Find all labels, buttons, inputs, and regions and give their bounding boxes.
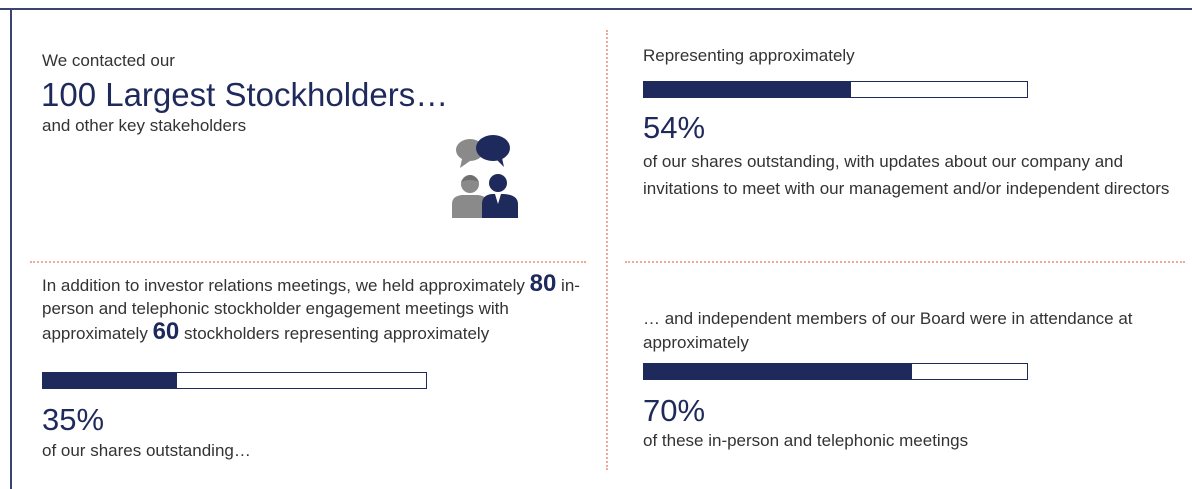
- detail: of our shares outstanding, with updates …: [643, 152, 1170, 198]
- headline: 100 Largest Stockholders…: [41, 76, 449, 113]
- detail: of these in-person and telephonic meetin…: [643, 431, 969, 450]
- horizontal-divider: [625, 261, 1185, 263]
- lead: … and independent members of our Board w…: [643, 309, 1133, 352]
- lead: In addition to investor relations meetin…: [42, 272, 602, 345]
- lead-text: stockholders representing approximately: [179, 324, 490, 343]
- lead: Representing approximately: [643, 46, 855, 65]
- detail: of our shares outstanding…: [42, 441, 251, 460]
- progress-track: [643, 363, 1028, 380]
- percent: 70%: [643, 393, 706, 428]
- percent: 54%: [643, 110, 706, 145]
- subtext: and other key stakeholders: [42, 116, 247, 135]
- vertical-divider: [606, 30, 608, 470]
- progress-track: [42, 372, 427, 389]
- progress-fill: [644, 364, 913, 379]
- intro: We contacted our: [42, 51, 175, 70]
- lead-text: In addition to investor relations meetin…: [42, 276, 530, 295]
- progress-track: [643, 81, 1028, 98]
- progress-fill: [644, 82, 851, 97]
- left-border: [10, 8, 12, 489]
- percent: 35%: [42, 402, 105, 437]
- top-border: [0, 8, 1192, 10]
- horizontal-divider: [30, 261, 586, 263]
- lead-text: in-person and telephonic stockholder eng…: [42, 276, 580, 343]
- highlight-number: 80: [529, 270, 557, 297]
- people-icon: [452, 135, 518, 218]
- highlight-number: 60: [152, 318, 180, 345]
- progress-fill: [43, 373, 178, 388]
